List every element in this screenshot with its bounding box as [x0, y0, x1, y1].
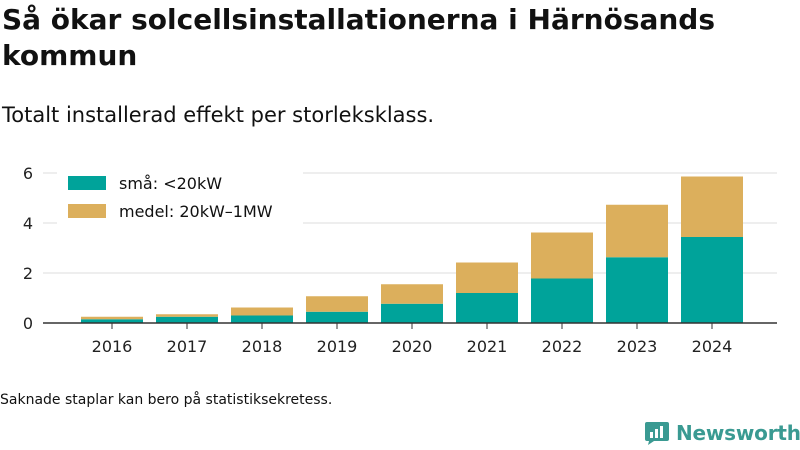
x-tick-label: 2023 — [617, 337, 658, 356]
bar-medium — [606, 204, 668, 258]
bar-small — [681, 237, 743, 323]
x-tick-label: 2016 — [92, 337, 133, 356]
bar-medium — [531, 232, 593, 279]
y-tick-label: 6 — [23, 164, 33, 183]
footnote: Saknade staplar kan bero på statistiksek… — [0, 392, 333, 408]
bar-medium — [381, 284, 443, 304]
brand-name: Newsworthy — [676, 421, 800, 445]
bar-medium — [306, 296, 368, 312]
stacked-bar-chart: 0 2 4 6 2016 2017 2018 2019 2020 2021 2022 2023 202… — [23, 164, 777, 356]
y-tick-label: 4 — [23, 214, 33, 233]
bar-small — [381, 303, 443, 323]
bar-small — [306, 311, 368, 323]
newsworthy-logo-icon — [645, 422, 669, 445]
chart-subtitle: Totalt installerad effekt per storlekskl… — [2, 103, 435, 127]
x-tick-label: 2017 — [167, 337, 208, 356]
legend-swatch — [68, 176, 106, 190]
bar-medium — [681, 176, 743, 237]
y-tick-label: 0 — [23, 314, 33, 333]
x-tick-label: 2024 — [692, 337, 733, 356]
y-tick-label: 2 — [23, 264, 33, 283]
bar-medium — [231, 307, 293, 316]
bars — [81, 176, 743, 323]
chart-title: Så ökar solcellsinstallationerna i Härnö… — [2, 3, 716, 72]
bar-small — [606, 257, 668, 323]
bar-small — [81, 319, 143, 323]
brand-logo: Newsworthy — [644, 420, 800, 446]
x-tick-label: 2022 — [542, 337, 583, 356]
bar-medium — [456, 262, 518, 293]
x-tick-label: 2020 — [392, 337, 433, 356]
bar-small — [156, 316, 218, 323]
y-axis-ticks: 0 2 4 6 — [23, 164, 33, 333]
x-axis-ticks: 2016 2017 2018 2019 2020 2021 2022 2023 2024 — [92, 323, 733, 356]
bar-medium — [81, 316, 143, 320]
legend-label: medel: 20kW–1MW — [119, 202, 273, 221]
bar-small — [531, 278, 593, 323]
x-tick-label: 2018 — [242, 337, 283, 356]
x-tick-label: 2021 — [467, 337, 508, 356]
bar-medium — [156, 314, 218, 317]
bar-small — [231, 315, 293, 323]
legend-label: små: <20kW — [119, 174, 222, 193]
legend-swatch — [68, 204, 106, 218]
legend: små: <20kW medel: 20kW–1MW — [57, 165, 303, 227]
x-tick-label: 2019 — [317, 337, 358, 356]
bar-small — [456, 293, 518, 323]
